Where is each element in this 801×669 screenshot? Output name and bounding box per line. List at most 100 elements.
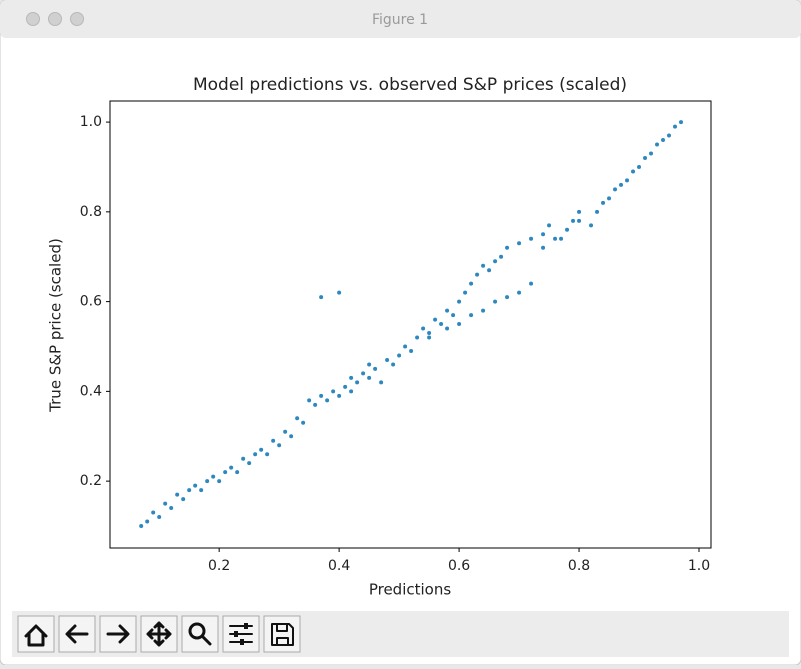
y-tick-label: 0.4 (80, 383, 102, 399)
point (613, 187, 618, 192)
point (673, 124, 678, 129)
point (367, 375, 372, 380)
title-bar (0, 0, 801, 38)
point (475, 272, 480, 277)
minimize-button[interactable] (48, 12, 62, 26)
y-tick-label: 0.6 (80, 294, 102, 310)
point (361, 371, 366, 376)
point (445, 308, 450, 313)
point (379, 380, 384, 385)
point (319, 295, 324, 300)
point (415, 335, 420, 340)
point (373, 366, 378, 371)
point (265, 452, 270, 457)
point (451, 313, 456, 318)
point (601, 200, 606, 205)
point (631, 169, 636, 174)
home-button[interactable] (17, 615, 55, 653)
point (349, 375, 354, 380)
point (529, 281, 534, 286)
point (619, 182, 624, 187)
point (277, 443, 282, 448)
point (409, 348, 414, 353)
point (145, 519, 150, 524)
x-axis-label: Predictions (369, 581, 452, 599)
point (457, 299, 462, 304)
point (343, 384, 348, 389)
point (259, 447, 264, 452)
point (637, 164, 642, 169)
point (301, 420, 306, 425)
point (517, 241, 522, 246)
point (607, 196, 612, 201)
point (211, 474, 216, 479)
point (427, 331, 432, 336)
point (439, 322, 444, 327)
point (223, 470, 228, 475)
point (421, 326, 426, 331)
point (289, 434, 294, 439)
point (559, 236, 564, 241)
y-tick-label: 0.2 (80, 473, 102, 489)
y-axis-label: True S&P price (scaled) (47, 238, 65, 413)
point (271, 438, 276, 443)
point (139, 524, 144, 529)
pan-button[interactable] (140, 615, 178, 653)
point (649, 151, 654, 156)
point (241, 456, 246, 461)
point (367, 362, 372, 367)
point (493, 259, 498, 264)
point (163, 501, 168, 506)
point (175, 492, 180, 497)
point (247, 461, 252, 466)
point (499, 254, 504, 259)
point (505, 245, 510, 250)
zoom-button-tool[interactable] (181, 615, 219, 653)
point (493, 299, 498, 304)
forward-button[interactable] (99, 615, 137, 653)
point (253, 452, 258, 457)
point (169, 506, 174, 511)
back-button[interactable] (58, 615, 96, 653)
point (319, 393, 324, 398)
point (541, 245, 546, 250)
toolbar-buttons (17, 615, 301, 653)
configure-button[interactable] (222, 615, 260, 653)
point (457, 322, 462, 327)
point (181, 497, 186, 502)
point (217, 479, 222, 484)
point (577, 218, 582, 223)
point (325, 398, 330, 403)
point (433, 317, 438, 322)
point (205, 479, 210, 484)
point (391, 362, 396, 367)
axes-frame (109, 100, 712, 549)
x-tick-label: 0.2 (208, 558, 230, 574)
point (547, 223, 552, 228)
point (349, 389, 354, 394)
save-button[interactable] (263, 615, 301, 653)
point (427, 335, 432, 340)
point (295, 416, 300, 421)
x-tick-label: 0.8 (568, 558, 590, 574)
point (331, 389, 336, 394)
chart-title: Model predictions vs. observed S&P price… (193, 75, 627, 95)
point (403, 344, 408, 349)
point (577, 209, 582, 214)
point (397, 353, 402, 358)
window-title: Figure 1 (372, 12, 428, 28)
point (307, 398, 312, 403)
point (679, 120, 684, 125)
plot-area: 0.2 0.4 0.6 0.8 1.0 0.2 0.4 0.6 0.8 1.0 (80, 114, 710, 574)
point (517, 290, 522, 295)
point (661, 138, 666, 143)
x-tick-label: 0.4 (328, 558, 350, 574)
point (187, 488, 192, 493)
point (625, 178, 630, 183)
point (469, 313, 474, 318)
point (505, 295, 510, 300)
point (571, 218, 576, 223)
zoom-button[interactable] (70, 12, 84, 26)
close-button[interactable] (26, 12, 40, 26)
